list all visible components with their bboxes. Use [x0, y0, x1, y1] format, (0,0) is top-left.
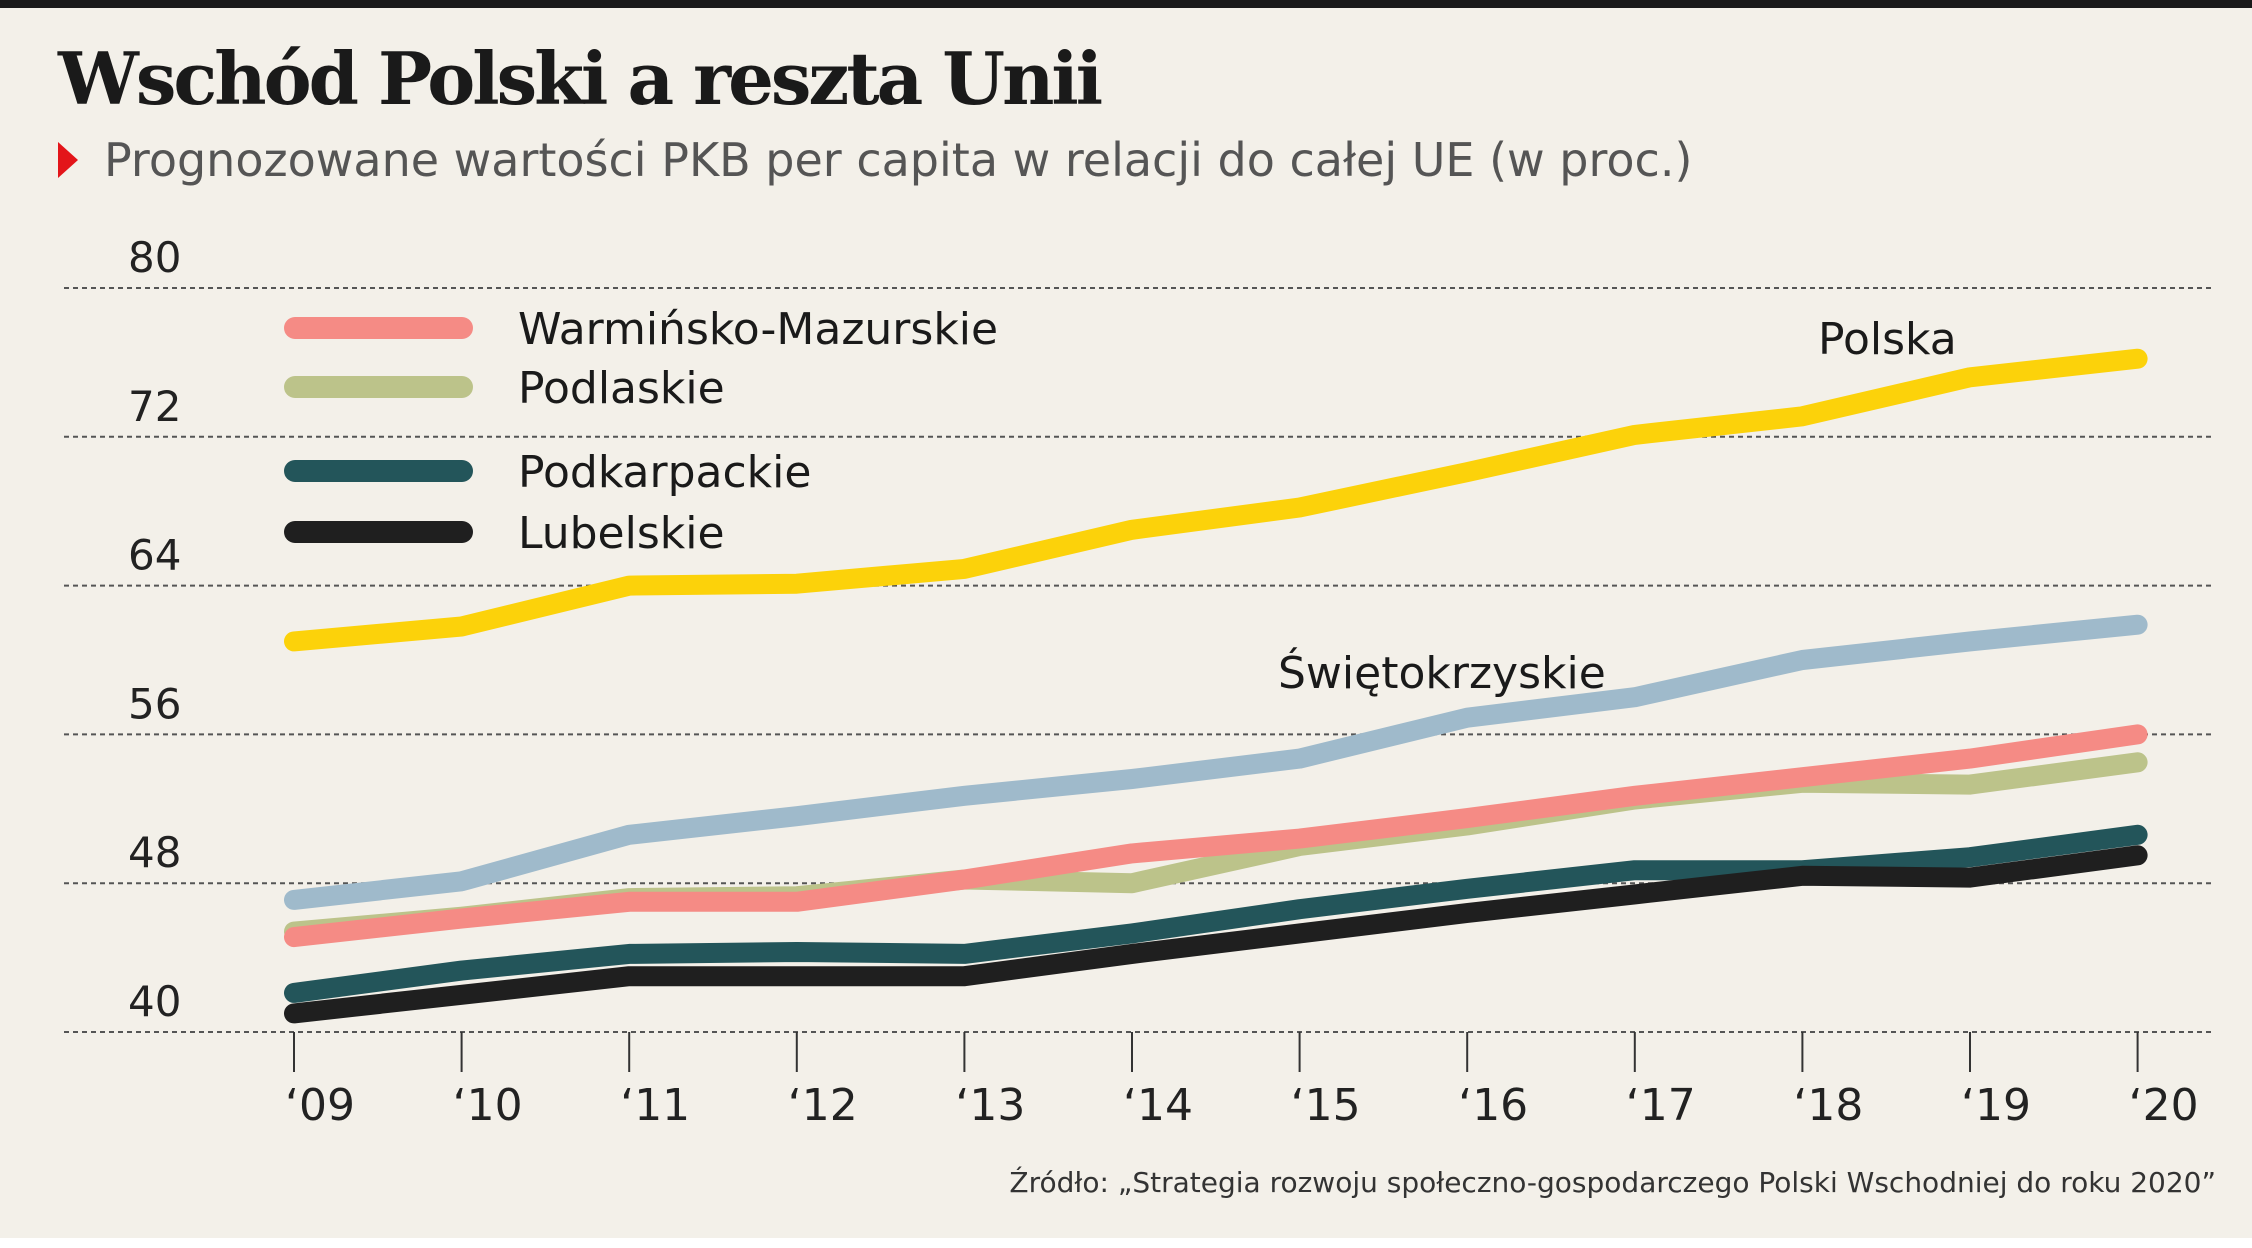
x-tick-label: ‘16	[1458, 1080, 1528, 1131]
y-tick-label: 72	[128, 382, 181, 431]
series-line-lubelskie	[284, 845, 2148, 1024]
x-tick-label: ‘13	[955, 1080, 1025, 1131]
x-tick-label: ‘14	[1123, 1080, 1193, 1131]
top-rule	[0, 0, 2252, 8]
x-tick-label: ‘17	[1626, 1080, 1696, 1131]
y-tick-label: 56	[128, 679, 181, 728]
legend-label: Podkarpackie	[518, 447, 811, 498]
chart-subtitle: Prognozowane wartości PKB per capita w r…	[104, 133, 1693, 187]
x-tick-label: ‘15	[1291, 1080, 1361, 1131]
legend-label: Warmińsko-Mazurskie	[518, 304, 998, 355]
series-label-swietokrzyskie: Świętokrzyskie	[1278, 646, 1606, 699]
subtitle-row: Prognozowane wartości PKB per capita w r…	[58, 124, 1692, 196]
x-tick-label: ‘10	[453, 1080, 523, 1131]
series-line-polska	[284, 348, 2148, 652]
source-note: Źródło: „Strategia rozwoju społeczno-gos…	[1009, 1166, 2216, 1199]
x-tick-label: ‘11	[620, 1080, 690, 1131]
legend-label: Lubelskie	[518, 508, 725, 559]
y-tick-label: 64	[128, 531, 181, 580]
x-tick-label: ‘12	[788, 1080, 858, 1131]
y-tick-label: 40	[128, 977, 181, 1026]
x-tick-label: ‘20	[2129, 1080, 2199, 1131]
legend-label: Podlaskie	[518, 363, 725, 414]
x-tick-label: ‘09	[285, 1080, 355, 1131]
series-label-polska: Polska	[1818, 314, 1957, 365]
series-line-warmińsko-mazurskie	[284, 724, 2148, 948]
chart-title: Wschód Polski a reszta Unii	[58, 36, 1103, 121]
x-tick-label: ‘19	[1961, 1080, 2031, 1131]
y-tick-label: 48	[128, 828, 181, 877]
y-tick-label: 80	[128, 233, 181, 282]
x-tick-label: ‘18	[1793, 1080, 1863, 1131]
series-line-świętokrzyskie	[284, 614, 2148, 910]
triangle-marker-icon	[58, 142, 78, 178]
